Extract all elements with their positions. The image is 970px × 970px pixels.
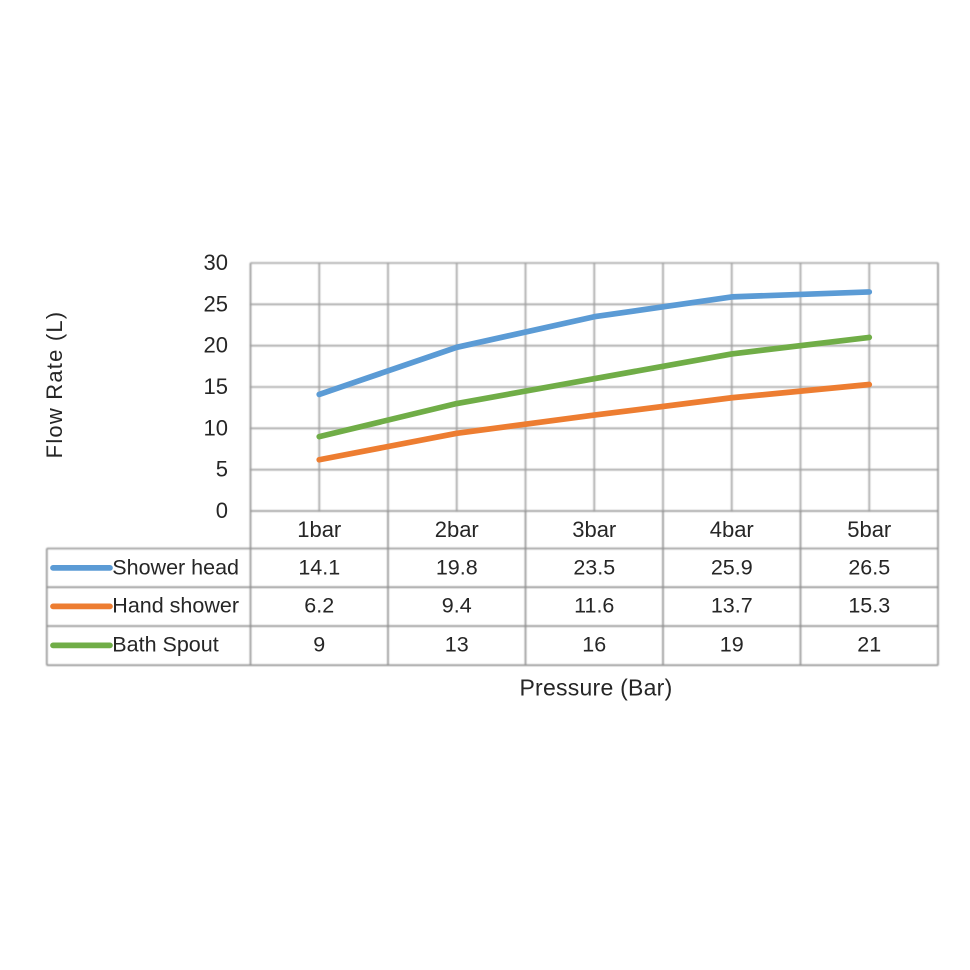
svg-text:Flow Rate (L): Flow Rate (L) bbox=[42, 311, 67, 459]
svg-text:23.5: 23.5 bbox=[573, 555, 615, 579]
svg-text:30: 30 bbox=[204, 250, 228, 275]
svg-text:1bar: 1bar bbox=[297, 517, 341, 542]
svg-text:Hand shower: Hand shower bbox=[112, 594, 239, 618]
svg-text:19.8: 19.8 bbox=[436, 555, 478, 579]
svg-text:5bar: 5bar bbox=[847, 517, 891, 542]
svg-text:13.7: 13.7 bbox=[711, 594, 753, 618]
svg-text:19: 19 bbox=[720, 632, 744, 656]
svg-text:Shower head: Shower head bbox=[112, 555, 239, 579]
svg-text:25.9: 25.9 bbox=[711, 555, 753, 579]
svg-text:14.1: 14.1 bbox=[298, 555, 340, 579]
svg-text:15: 15 bbox=[204, 374, 228, 399]
svg-text:6.2: 6.2 bbox=[304, 594, 334, 618]
svg-text:20: 20 bbox=[204, 333, 228, 358]
svg-text:4bar: 4bar bbox=[710, 517, 754, 542]
svg-text:15.3: 15.3 bbox=[848, 594, 890, 618]
svg-text:0: 0 bbox=[216, 498, 228, 523]
svg-text:16: 16 bbox=[582, 632, 606, 656]
svg-text:Bath Spout: Bath Spout bbox=[112, 632, 218, 656]
svg-text:Pressure (Bar): Pressure (Bar) bbox=[519, 675, 672, 701]
svg-text:5: 5 bbox=[216, 457, 228, 482]
svg-text:21: 21 bbox=[857, 632, 881, 656]
svg-text:25: 25 bbox=[204, 291, 228, 316]
svg-text:3bar: 3bar bbox=[572, 517, 616, 542]
svg-text:11.6: 11.6 bbox=[574, 594, 614, 618]
svg-text:10: 10 bbox=[204, 415, 228, 440]
svg-text:13: 13 bbox=[445, 632, 469, 656]
svg-text:26.5: 26.5 bbox=[848, 555, 890, 579]
svg-text:9: 9 bbox=[313, 632, 325, 656]
svg-text:2bar: 2bar bbox=[435, 517, 479, 542]
svg-text:9.4: 9.4 bbox=[442, 594, 472, 618]
